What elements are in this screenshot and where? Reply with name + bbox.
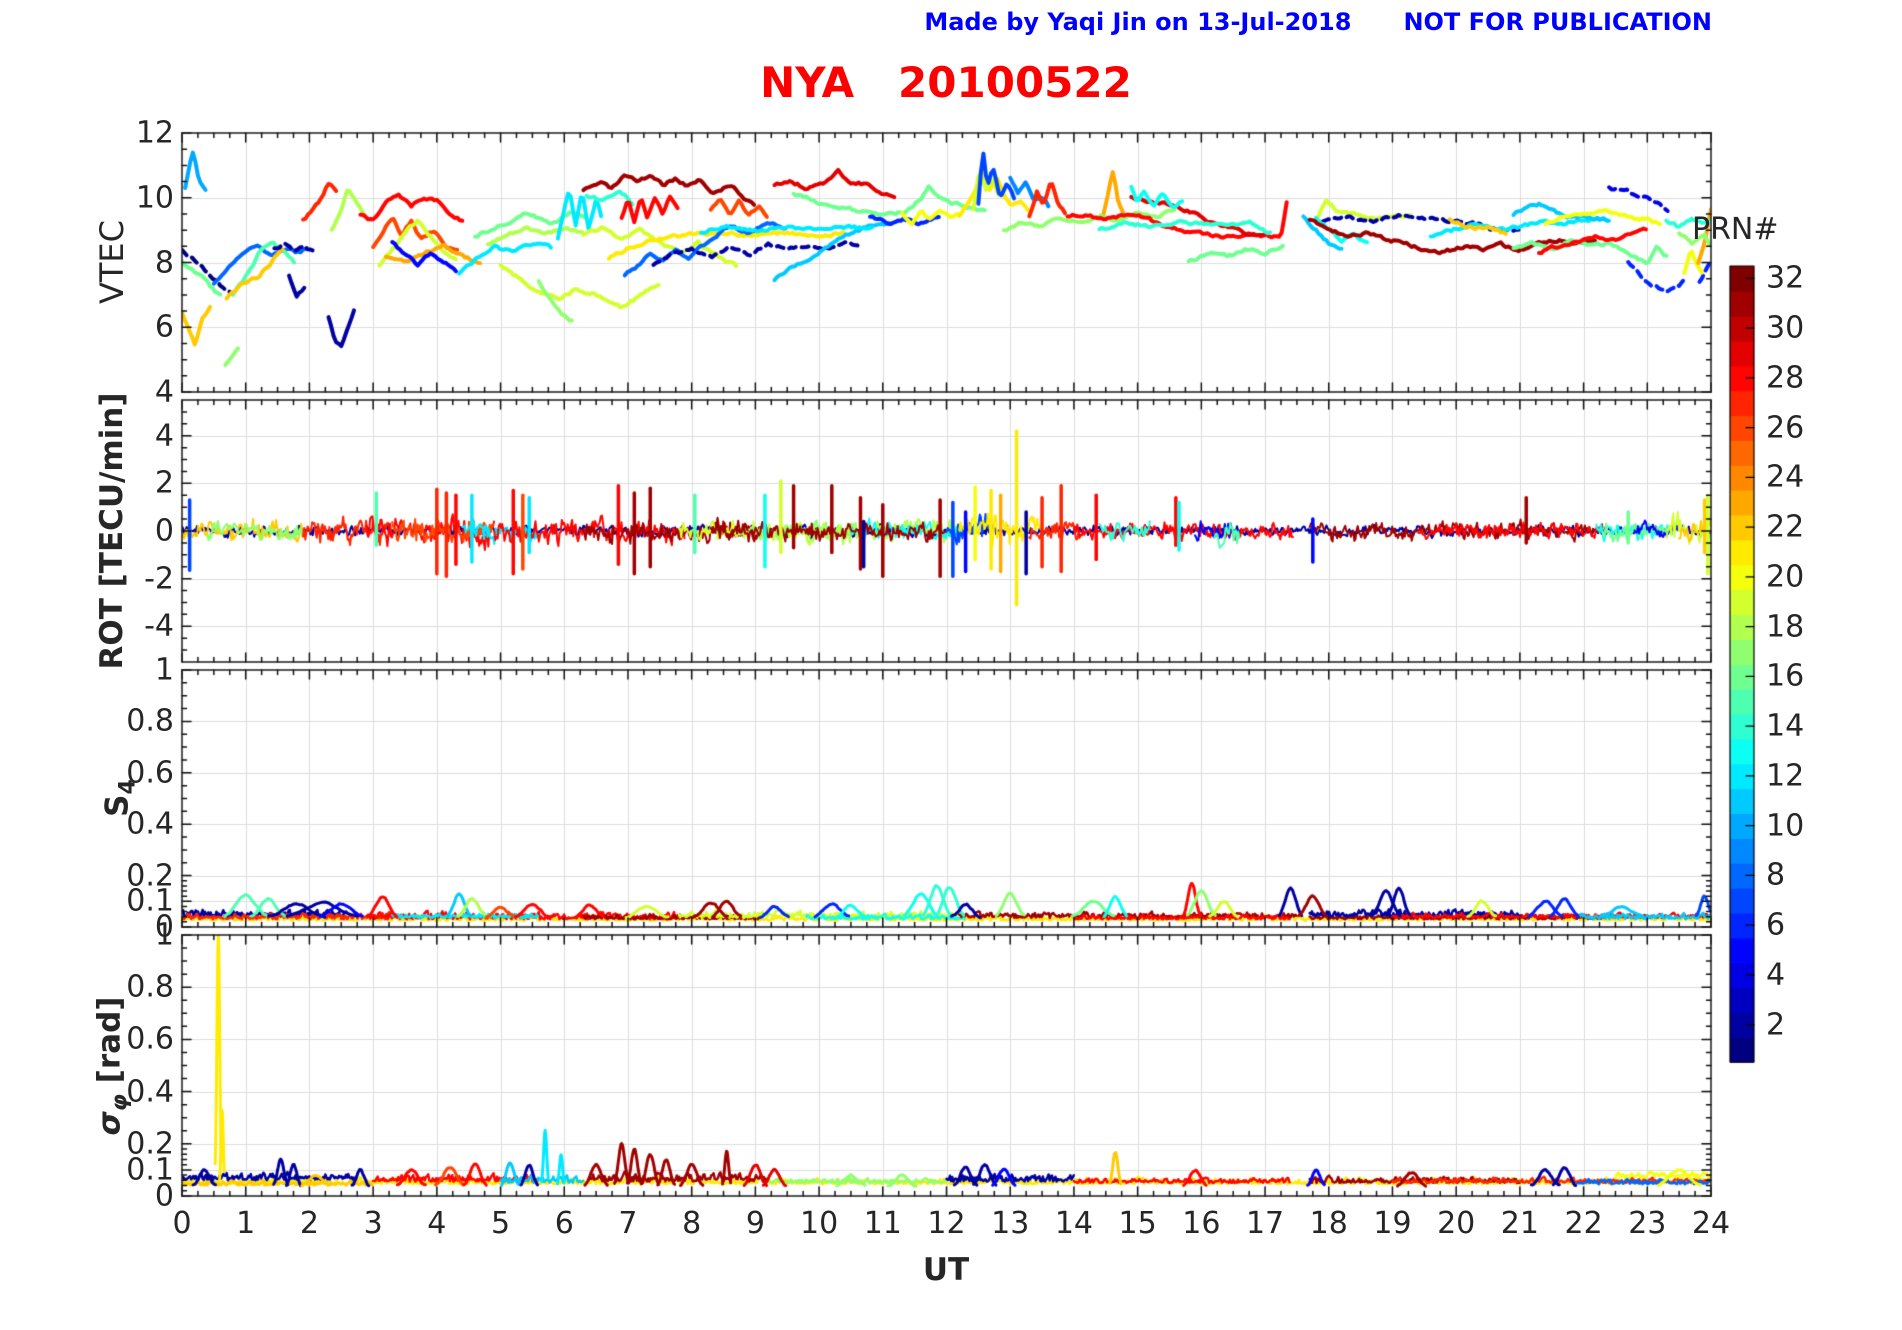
credit-text: Made by Yaqi Jin on 13-Jul-2018 [924, 8, 1352, 36]
y-tick-label: 4 [154, 418, 174, 454]
y-tick-label: 0 [154, 909, 174, 945]
y-tick-label: 0.4 [126, 1074, 174, 1110]
colorbar-tick-label: 20 [1766, 559, 1805, 595]
colorbar-tick-label: 32 [1766, 260, 1805, 296]
y-tick-label: 0.1 [126, 883, 174, 919]
x-tick-label: 2 [299, 1206, 319, 1241]
x-tick-label: 18 [1309, 1206, 1348, 1241]
y-tick-label: 10 [135, 180, 174, 216]
x-tick-label: 19 [1373, 1206, 1412, 1241]
x-tick-label: 16 [1182, 1206, 1221, 1241]
y-tick-label: -4 [144, 608, 174, 644]
x-tick-label: 4 [427, 1206, 447, 1241]
publication-notice: NOT FOR PUBLICATION [1403, 8, 1712, 36]
y-tick-label: -2 [144, 561, 174, 597]
colorbar-title: PRN# [1692, 212, 1779, 247]
y-tick-label: 0 [154, 1178, 174, 1214]
x-tick-label: 6 [554, 1206, 574, 1241]
colorbar-tick-label: 28 [1766, 360, 1805, 396]
x-tick-label: 15 [1118, 1206, 1157, 1241]
colorbar-tick-label: 30 [1766, 310, 1805, 346]
y-tick-label: 0.8 [126, 703, 174, 739]
x-tick-label: 11 [863, 1206, 902, 1241]
y-tick-label: 1 [154, 917, 174, 953]
colorbar-tick-label: 8 [1766, 857, 1786, 893]
y-tick-label: 8 [154, 245, 174, 280]
x-tick-label: 22 [1564, 1206, 1603, 1241]
x-tick-label: 24 [1691, 1206, 1731, 1241]
x-axis-label: UT [922, 1252, 970, 1288]
x-tick-label: 10 [799, 1206, 839, 1241]
x-tick-label: 20 [1437, 1206, 1476, 1241]
y-tick-label: 0 [154, 513, 174, 549]
x-tick-label: 14 [1054, 1206, 1093, 1241]
y-tick-label: 4 [154, 374, 174, 410]
y-tick-label: 0.2 [126, 1126, 174, 1162]
colorbar-tick-label: 12 [1766, 758, 1805, 794]
x-tick-label: 9 [745, 1206, 765, 1241]
y-tick-label: 0.8 [126, 969, 174, 1005]
x-tick-label: 0 [172, 1206, 192, 1241]
colorbar-tick-label: 14 [1766, 708, 1805, 744]
x-tick-label: 7 [618, 1206, 638, 1241]
x-tick-label: 13 [991, 1206, 1030, 1241]
colorbar-tick-label: 24 [1766, 459, 1805, 495]
x-tick-label: 12 [927, 1206, 966, 1241]
x-tick-label: 1 [236, 1206, 256, 1241]
x-tick-label: 8 [682, 1206, 702, 1241]
y-tick-label: 2 [154, 465, 174, 501]
y-tick-label: 0.4 [126, 806, 174, 842]
y-tick-label: 0.2 [126, 858, 174, 894]
y-tick-label: 6 [154, 309, 174, 345]
x-tick-label: 23 [1628, 1206, 1667, 1241]
colorbar-tick-label: 26 [1766, 410, 1805, 446]
y-tick-label: 12 [135, 115, 174, 151]
colorbar-tick-label: 2 [1766, 1007, 1786, 1043]
y-tick-label: 0.1 [126, 1152, 174, 1188]
colorbar-tick-label: 22 [1766, 509, 1805, 545]
x-tick-label: 21 [1500, 1206, 1539, 1241]
y-tick-label: 0.6 [126, 1021, 174, 1057]
x-tick-label: 5 [490, 1206, 511, 1241]
x-tick-label: 17 [1245, 1206, 1285, 1241]
header: Made by Yaqi Jin on 13-Jul-2018 NOT FOR … [924, 8, 1712, 36]
y-tick-label: 0.6 [126, 755, 174, 791]
colorbar-tick-label: 6 [1766, 907, 1786, 943]
colorbar-tick-label: 10 [1766, 808, 1805, 844]
colorbar-tick-label: 18 [1766, 609, 1805, 645]
plot-title: NYA 20100522 [760, 58, 1132, 107]
colorbar-tick-label: 4 [1766, 957, 1786, 993]
x-tick-label: 3 [363, 1206, 383, 1241]
y-tick-label: 1 [154, 652, 174, 688]
colorbar-tick-label: 16 [1766, 658, 1805, 694]
